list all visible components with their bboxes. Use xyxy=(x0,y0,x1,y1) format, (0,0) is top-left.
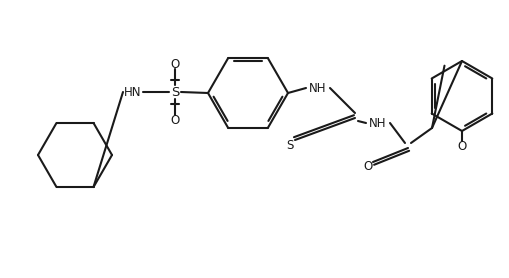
Text: NH: NH xyxy=(369,116,387,130)
Text: O: O xyxy=(458,140,467,153)
Text: O: O xyxy=(171,58,180,71)
Text: O: O xyxy=(363,160,373,173)
Text: S: S xyxy=(286,138,294,152)
Text: O: O xyxy=(171,113,180,126)
Text: HN: HN xyxy=(124,86,142,98)
Text: S: S xyxy=(171,86,179,98)
Text: NH: NH xyxy=(309,81,327,95)
